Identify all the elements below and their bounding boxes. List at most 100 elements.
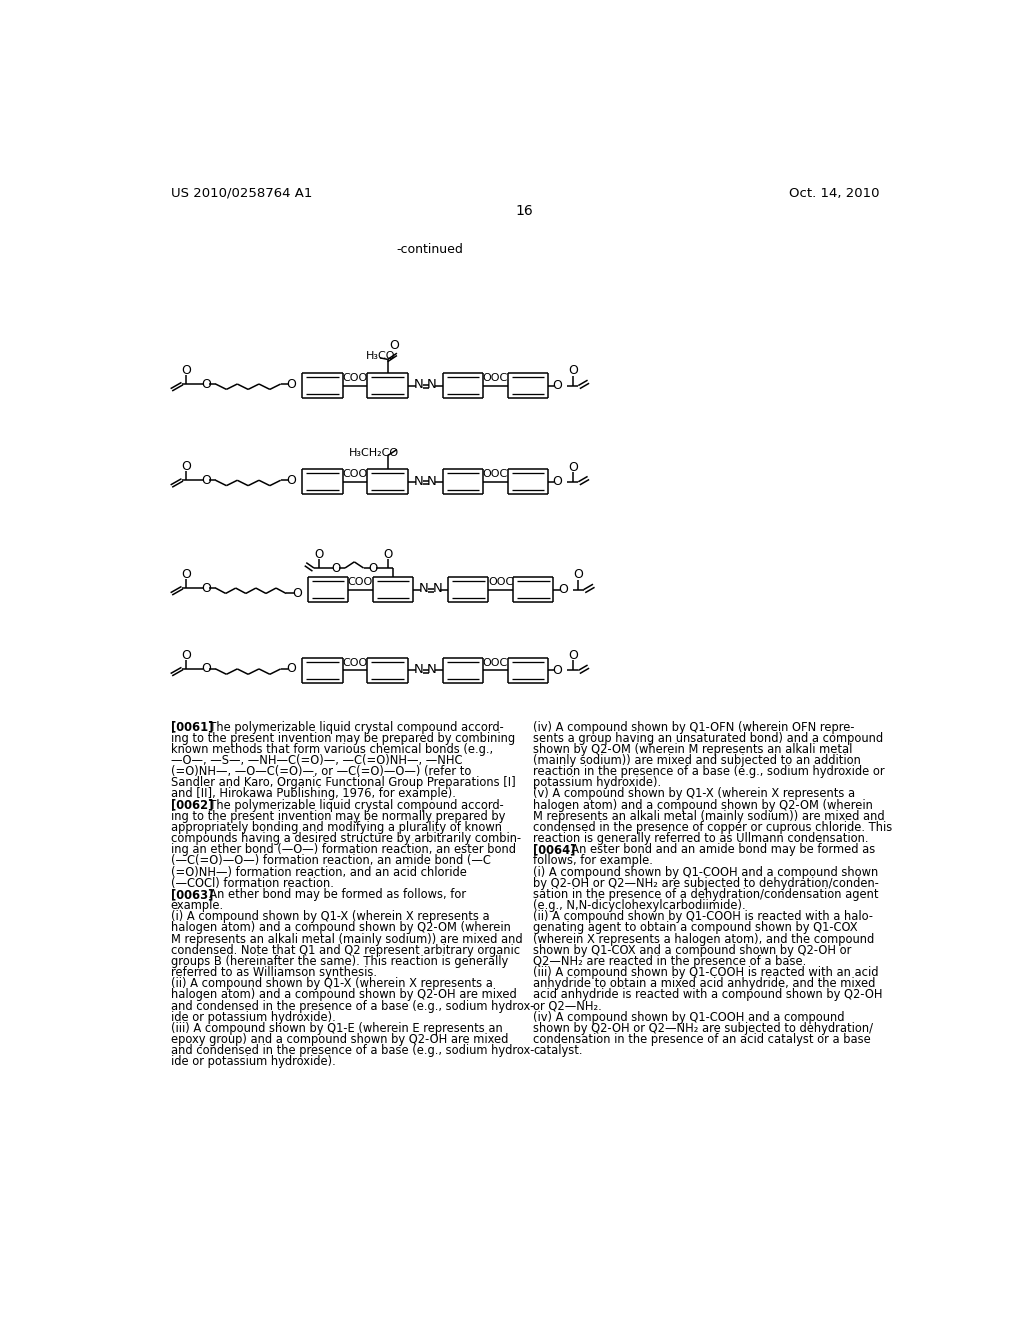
Text: O: O [331, 561, 340, 574]
Text: The polymerizable liquid crystal compound accord-: The polymerizable liquid crystal compoun… [202, 799, 504, 812]
Text: N: N [427, 663, 436, 676]
Text: O: O [287, 474, 297, 487]
Text: (iii) A compound shown by Q1-COOH is reacted with an acid: (iii) A compound shown by Q1-COOH is rea… [534, 966, 879, 979]
Text: and condensed in the presence of a base (e.g., sodium hydrox-: and condensed in the presence of a base … [171, 999, 534, 1012]
Text: O: O [389, 339, 398, 352]
Text: condensation in the presence of an acid catalyst or a base: condensation in the presence of an acid … [534, 1034, 871, 1047]
Text: COO: COO [342, 469, 368, 479]
Text: (wherein X represents a halogen atom), and the compound: (wherein X represents a halogen atom), a… [534, 933, 874, 945]
Text: N: N [414, 379, 424, 391]
Text: M represents an alkali metal (mainly sodium)) are mixed and: M represents an alkali metal (mainly sod… [171, 933, 522, 945]
Text: shown by Q2-OM (wherein M represents an alkali metal: shown by Q2-OM (wherein M represents an … [534, 743, 853, 756]
Text: sation in the presence of a dehydration/condensation agent: sation in the presence of a dehydration/… [534, 888, 879, 902]
Text: OOC: OOC [482, 372, 508, 383]
Text: halogen atom) and a compound shown by Q2-OM (wherein: halogen atom) and a compound shown by Q2… [171, 921, 511, 935]
Text: O: O [568, 649, 578, 663]
Text: O: O [202, 663, 211, 676]
Text: (e.g., N,N-dicyclohexylcarbodiimide).: (e.g., N,N-dicyclohexylcarbodiimide). [534, 899, 745, 912]
Text: O: O [383, 548, 392, 561]
Text: shown by Q2-OH or Q2—NH₂ are subjected to dehydration/: shown by Q2-OH or Q2—NH₂ are subjected t… [534, 1022, 873, 1035]
Text: O: O [568, 364, 578, 378]
Text: (iv) A compound shown by Q1-OFN (wherein OFN repre-: (iv) A compound shown by Q1-OFN (wherein… [534, 721, 855, 734]
Text: O: O [202, 474, 211, 487]
Text: —O—, —S—, —NH—C(=O)—, —C(=O)NH—, —NHC: —O—, —S—, —NH—C(=O)—, —C(=O)NH—, —NHC [171, 754, 462, 767]
Text: OOC: OOC [488, 577, 513, 587]
Text: N: N [419, 582, 429, 595]
Text: O: O [552, 475, 562, 488]
Text: COO: COO [342, 657, 368, 668]
Text: and condensed in the presence of a base (e.g., sodium hydrox-: and condensed in the presence of a base … [171, 1044, 534, 1057]
Text: [0061]: [0061] [171, 721, 217, 734]
Text: (—COCl) formation reaction.: (—COCl) formation reaction. [171, 876, 334, 890]
Text: Oct. 14, 2010: Oct. 14, 2010 [790, 186, 880, 199]
Text: N: N [414, 474, 424, 487]
Text: follows, for example.: follows, for example. [534, 854, 653, 867]
Text: O: O [287, 663, 297, 676]
Text: (iii) A compound shown by Q1-E (wherein E represents an: (iii) A compound shown by Q1-E (wherein … [171, 1022, 503, 1035]
Text: shown by Q1-COX and a compound shown by Q2-OH or: shown by Q1-COX and a compound shown by … [534, 944, 852, 957]
Text: compounds having a desired structure by arbitrarily combin-: compounds having a desired structure by … [171, 832, 521, 845]
Text: (mainly sodium)) are mixed and subjected to an addition: (mainly sodium)) are mixed and subjected… [534, 754, 861, 767]
Text: Sandler and Karo, Organic Functional Group Preparations [I]: Sandler and Karo, Organic Functional Gro… [171, 776, 515, 789]
Text: O: O [287, 378, 297, 391]
Text: referred to as Williamson synthesis.: referred to as Williamson synthesis. [171, 966, 377, 979]
Text: N: N [427, 379, 436, 391]
Text: (—C(=O)—O—) formation reaction, an amide bond (—C: (—C(=O)—O—) formation reaction, an amide… [171, 854, 490, 867]
Text: [0064]: [0064] [534, 843, 580, 857]
Text: M represents an alkali metal (mainly sodium)) are mixed and: M represents an alkali metal (mainly sod… [534, 810, 885, 822]
Text: The polymerizable liquid crystal compound accord-: The polymerizable liquid crystal compoun… [202, 721, 504, 734]
Text: O: O [202, 378, 211, 391]
Text: example.: example. [171, 899, 224, 912]
Text: ide or potassium hydroxide).: ide or potassium hydroxide). [171, 1056, 336, 1068]
Text: COO: COO [348, 577, 373, 587]
Text: anhydride to obtain a mixed acid anhydride, and the mixed: anhydride to obtain a mixed acid anhydri… [534, 977, 876, 990]
Text: OOC: OOC [482, 469, 508, 479]
Text: O: O [181, 568, 191, 581]
Text: (i) A compound shown by Q1-COOH and a compound shown: (i) A compound shown by Q1-COOH and a co… [534, 866, 879, 879]
Text: O: O [552, 379, 562, 392]
Text: [0062]: [0062] [171, 799, 217, 812]
Text: sents a group having an unsaturated bond) and a compound: sents a group having an unsaturated bond… [534, 731, 884, 744]
Text: N: N [432, 582, 442, 595]
Text: OOC: OOC [482, 657, 508, 668]
Text: 16: 16 [516, 203, 534, 218]
Text: O: O [181, 459, 191, 473]
Text: known methods that form various chemical bonds (e.g.,: known methods that form various chemical… [171, 743, 493, 756]
Text: appropriately bonding and modifying a plurality of known: appropriately bonding and modifying a pl… [171, 821, 502, 834]
Text: O: O [369, 561, 378, 574]
Text: reaction in the presence of a base (e.g., sodium hydroxide or: reaction in the presence of a base (e.g.… [534, 766, 885, 779]
Text: O: O [181, 648, 191, 661]
Text: O: O [568, 461, 578, 474]
Text: by Q2-OH or Q2—NH₂ are subjected to dehydration/conden-: by Q2-OH or Q2—NH₂ are subjected to dehy… [534, 876, 880, 890]
Text: O: O [292, 587, 302, 601]
Text: ing an ether bond (—O—) formation reaction, an ester bond: ing an ether bond (—O—) formation reacti… [171, 843, 516, 857]
Text: O: O [558, 583, 567, 597]
Text: [0063]: [0063] [171, 888, 217, 902]
Text: groups B (hereinafter the same). This reaction is generally: groups B (hereinafter the same). This re… [171, 954, 508, 968]
Text: O: O [573, 569, 584, 582]
Text: O: O [314, 548, 324, 561]
Text: (ii) A compound shown by Q1-COOH is reacted with a halo-: (ii) A compound shown by Q1-COOH is reac… [534, 911, 873, 923]
Text: N: N [414, 663, 424, 676]
Text: condensed. Note that Q1 and Q2 represent arbitrary organic: condensed. Note that Q1 and Q2 represent… [171, 944, 520, 957]
Text: reaction is generally referred to as Ullmann condensation.: reaction is generally referred to as Ull… [534, 832, 868, 845]
Text: Q2—NH₂ are reacted in the presence of a base.: Q2—NH₂ are reacted in the presence of a … [534, 954, 807, 968]
Text: O: O [552, 664, 562, 677]
Text: US 2010/0258764 A1: US 2010/0258764 A1 [171, 186, 312, 199]
Text: COO: COO [342, 372, 368, 383]
Text: halogen atom) and a compound shown by Q2-OM (wherein: halogen atom) and a compound shown by Q2… [534, 799, 873, 812]
Text: ing to the present invention may be prepared by combining: ing to the present invention may be prep… [171, 731, 515, 744]
Text: (ii) A compound shown by Q1-X (wherein X represents a: (ii) A compound shown by Q1-X (wherein X… [171, 977, 493, 990]
Text: An ether bond may be formed as follows, for: An ether bond may be formed as follows, … [202, 888, 466, 902]
Text: potassium hydroxide).: potassium hydroxide). [534, 776, 662, 789]
Text: (=O)NH—, —O—C(=O)—, or —C(=O)—O—) (refer to: (=O)NH—, —O—C(=O)—, or —C(=O)—O—) (refer… [171, 766, 471, 779]
Text: (=O)NH—) formation reaction, and an acid chloride: (=O)NH—) formation reaction, and an acid… [171, 866, 467, 879]
Text: An ester bond and an amide bond may be formed as: An ester bond and an amide bond may be f… [564, 843, 876, 857]
Text: ide or potassium hydroxide).: ide or potassium hydroxide). [171, 1011, 336, 1024]
Text: N: N [427, 474, 436, 487]
Text: genating agent to obtain a compound shown by Q1-COX: genating agent to obtain a compound show… [534, 921, 858, 935]
Text: acid anhydride is reacted with a compound shown by Q2-OH: acid anhydride is reacted with a compoun… [534, 989, 883, 1002]
Text: H₃CH₂CO: H₃CH₂CO [348, 447, 398, 458]
Text: O: O [181, 363, 191, 376]
Text: epoxy group) and a compound shown by Q2-OH are mixed: epoxy group) and a compound shown by Q2-… [171, 1034, 508, 1047]
